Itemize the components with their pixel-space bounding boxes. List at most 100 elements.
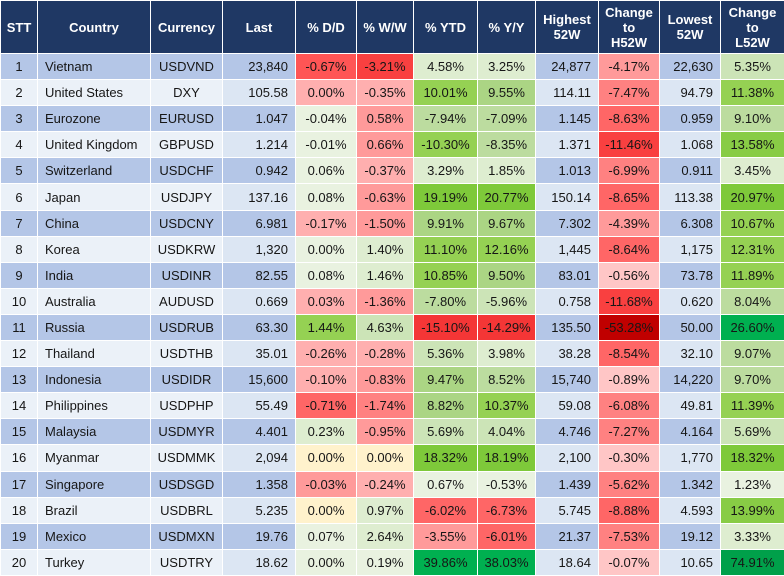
cell-pct-yy[interactable]: 9.50%	[477, 261, 536, 289]
cell-pct-dd[interactable]: -0.10%	[295, 366, 357, 394]
cell-currency[interactable]: USDCNY	[150, 209, 223, 237]
cell-high52w[interactable]: 135.50	[535, 313, 599, 342]
cell-pct-dd[interactable]: -0.71%	[295, 392, 357, 420]
cell-country[interactable]: Singapore	[37, 470, 151, 498]
cell-pct-ytd[interactable]: -6.02%	[413, 496, 478, 524]
cell-stt[interactable]: 3	[0, 105, 38, 133]
cell-country[interactable]: Myanmar	[37, 444, 151, 472]
cell-pct-chg-h52w[interactable]: -53.28%	[598, 313, 660, 342]
cell-high52w[interactable]: 7.302	[535, 209, 599, 237]
cell-country[interactable]: India	[37, 261, 151, 289]
cell-pct-yy[interactable]: -6.01%	[477, 522, 536, 550]
column-header-currency[interactable]: Currency	[150, 0, 223, 54]
cell-pct-chg-l52w[interactable]: 11.89%	[720, 261, 784, 289]
cell-last[interactable]: 1.047	[222, 105, 296, 133]
column-header-country[interactable]: Country	[37, 0, 151, 54]
cell-country[interactable]: Brazil	[37, 496, 151, 524]
cell-pct-ww[interactable]: 0.00%	[356, 444, 414, 472]
cell-low52w[interactable]: 19.12	[659, 522, 721, 550]
cell-pct-chg-l52w[interactable]: 26.60%	[720, 313, 784, 342]
cell-pct-yy[interactable]: 1.85%	[477, 157, 536, 185]
cell-pct-ww[interactable]: 4.63%	[356, 313, 414, 342]
cell-country[interactable]: United Kingdom	[37, 131, 151, 159]
cell-high52w[interactable]: 59.08	[535, 392, 599, 420]
column-header-ytd[interactable]: % YTD	[413, 0, 478, 54]
column-header-yy[interactable]: % Y/Y	[477, 0, 536, 54]
column-header-stt[interactable]: STT	[0, 0, 38, 54]
cell-high52w[interactable]: 38.28	[535, 340, 599, 368]
cell-country[interactable]: China	[37, 209, 151, 237]
cell-pct-chg-l52w[interactable]: 3.45%	[720, 157, 784, 185]
cell-country[interactable]: Japan	[37, 183, 151, 211]
cell-last[interactable]: 137.16	[222, 183, 296, 211]
cell-low52w[interactable]: 49.81	[659, 392, 721, 420]
cell-high52w[interactable]: 1.013	[535, 157, 599, 185]
cell-pct-dd[interactable]: 0.08%	[295, 183, 357, 211]
cell-pct-chg-h52w[interactable]: -0.30%	[598, 444, 660, 472]
cell-low52w[interactable]: 1,770	[659, 444, 721, 472]
cell-stt[interactable]: 19	[0, 522, 38, 550]
cell-pct-chg-h52w[interactable]: -4.39%	[598, 209, 660, 237]
cell-pct-ytd[interactable]: 11.10%	[413, 235, 478, 263]
cell-low52w[interactable]: 1,175	[659, 235, 721, 263]
cell-country[interactable]: Vietnam	[37, 52, 151, 81]
cell-pct-chg-l52w[interactable]: 11.38%	[720, 79, 784, 107]
cell-pct-ytd[interactable]: 8.82%	[413, 392, 478, 420]
cell-last[interactable]: 18.62	[222, 548, 296, 576]
cell-pct-ww[interactable]: 0.19%	[356, 548, 414, 576]
cell-pct-ytd[interactable]: 10.01%	[413, 79, 478, 107]
cell-currency[interactable]: USDMYR	[150, 418, 223, 446]
cell-pct-ww[interactable]: -1.50%	[356, 209, 414, 237]
cell-pct-yy[interactable]: 9.55%	[477, 79, 536, 107]
cell-pct-ytd[interactable]: 9.91%	[413, 209, 478, 237]
cell-pct-dd[interactable]: 0.06%	[295, 157, 357, 185]
cell-pct-ww[interactable]: 1.46%	[356, 261, 414, 289]
cell-high52w[interactable]: 150.14	[535, 183, 599, 211]
cell-low52w[interactable]: 50.00	[659, 313, 721, 342]
cell-high52w[interactable]: 1.439	[535, 470, 599, 498]
cell-high52w[interactable]: 0.758	[535, 287, 599, 315]
cell-pct-chg-l52w[interactable]: 13.99%	[720, 496, 784, 524]
cell-pct-yy[interactable]: 10.37%	[477, 392, 536, 420]
column-header-last[interactable]: Last	[222, 0, 296, 54]
cell-stt[interactable]: 9	[0, 261, 38, 289]
cell-pct-dd[interactable]: -0.67%	[295, 52, 357, 81]
cell-pct-dd[interactable]: -0.01%	[295, 131, 357, 159]
cell-pct-chg-l52w[interactable]: 9.07%	[720, 340, 784, 368]
cell-stt[interactable]: 5	[0, 157, 38, 185]
cell-high52w[interactable]: 15,740	[535, 366, 599, 394]
cell-stt[interactable]: 13	[0, 366, 38, 394]
cell-pct-dd[interactable]: -0.03%	[295, 470, 357, 498]
cell-pct-ww[interactable]: -0.95%	[356, 418, 414, 446]
cell-pct-chg-h52w[interactable]: -7.47%	[598, 79, 660, 107]
cell-pct-dd[interactable]: 0.08%	[295, 261, 357, 289]
cell-currency[interactable]: AUDUSD	[150, 287, 223, 315]
cell-pct-chg-l52w[interactable]: 5.35%	[720, 52, 784, 81]
cell-pct-yy[interactable]: -5.96%	[477, 287, 536, 315]
cell-high52w[interactable]: 21.37	[535, 522, 599, 550]
cell-high52w[interactable]: 83.01	[535, 261, 599, 289]
cell-pct-chg-l52w[interactable]: 12.31%	[720, 235, 784, 263]
cell-pct-chg-h52w[interactable]: -8.54%	[598, 340, 660, 368]
cell-low52w[interactable]: 6.308	[659, 209, 721, 237]
cell-pct-chg-h52w[interactable]: -8.65%	[598, 183, 660, 211]
cell-pct-ww[interactable]: 2.64%	[356, 522, 414, 550]
cell-last[interactable]: 63.30	[222, 313, 296, 342]
cell-stt[interactable]: 20	[0, 548, 38, 576]
cell-high52w[interactable]: 2,100	[535, 444, 599, 472]
cell-pct-dd[interactable]: 0.00%	[295, 548, 357, 576]
cell-pct-chg-h52w[interactable]: -6.99%	[598, 157, 660, 185]
cell-country[interactable]: Eurozone	[37, 105, 151, 133]
cell-currency[interactable]: USDBRL	[150, 496, 223, 524]
cell-pct-chg-l52w[interactable]: 9.70%	[720, 366, 784, 394]
cell-country[interactable]: Thailand	[37, 340, 151, 368]
cell-pct-chg-l52w[interactable]: 74.91%	[720, 548, 784, 576]
cell-pct-chg-h52w[interactable]: -7.53%	[598, 522, 660, 550]
cell-last[interactable]: 19.76	[222, 522, 296, 550]
cell-pct-yy[interactable]: 38.03%	[477, 548, 536, 576]
cell-pct-chg-h52w[interactable]: -6.08%	[598, 392, 660, 420]
cell-last[interactable]: 1.358	[222, 470, 296, 498]
cell-stt[interactable]: 7	[0, 209, 38, 237]
cell-last[interactable]: 35.01	[222, 340, 296, 368]
cell-last[interactable]: 6.981	[222, 209, 296, 237]
